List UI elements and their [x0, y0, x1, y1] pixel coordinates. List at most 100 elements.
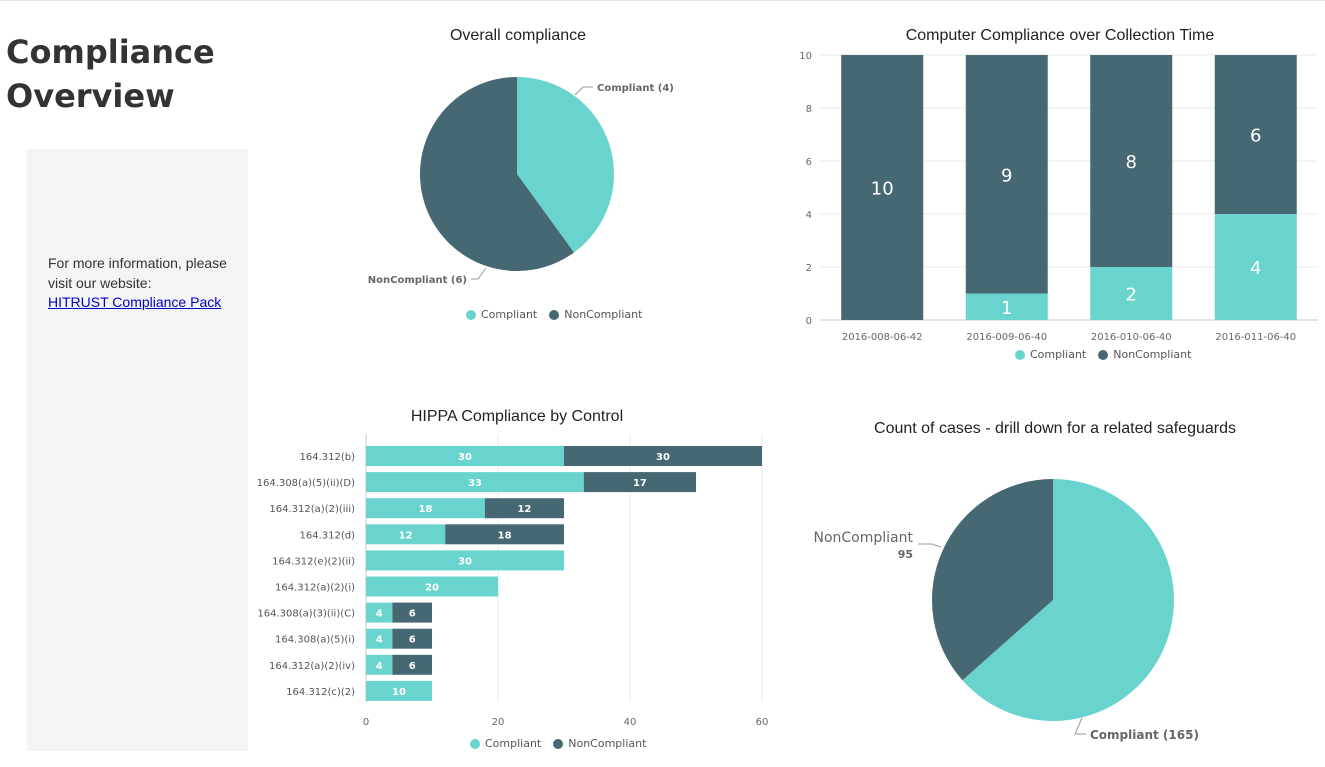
- data-label: 12: [399, 530, 413, 541]
- category-label: 164.312(a)(2)(i): [275, 583, 355, 594]
- data-label: 30: [458, 452, 472, 463]
- x-tick-label: 0: [363, 717, 369, 728]
- bar-noncompliant[interactable]: [583, 472, 696, 493]
- leader-line-noncompliant: [471, 267, 487, 280]
- pie-slice-compliant[interactable]: [517, 77, 614, 253]
- bar-compliant[interactable]: [366, 576, 498, 597]
- info-panel: [27, 149, 248, 751]
- x-tick-label: 2016-008-06-42: [842, 332, 923, 343]
- data-label: 1: [1001, 298, 1012, 319]
- legend-noncompliant[interactable]: NonCompliant: [549, 308, 642, 321]
- bar-compliant[interactable]: [366, 472, 584, 493]
- bar-compliant[interactable]: [366, 654, 393, 675]
- data-label: 30: [656, 452, 670, 463]
- data-label: 6: [409, 609, 416, 620]
- info-text: For more information, please visit our w…: [48, 255, 227, 291]
- bar-noncompliant[interactable]: [392, 602, 432, 623]
- leader-line-compliant: [1074, 717, 1086, 735]
- data-label: 6: [409, 661, 416, 672]
- bar-noncompliant[interactable]: [1214, 55, 1297, 214]
- legend-noncompliant-label: NonCompliant: [564, 308, 643, 321]
- category-label: 164.312(e)(2)(ii): [272, 556, 355, 567]
- x-tick-label: 40: [624, 717, 637, 728]
- y-tick-label: 6: [806, 157, 812, 168]
- bar-compliant[interactable]: [366, 524, 446, 545]
- legend-compliant-label: Compliant: [481, 308, 538, 321]
- data-label: 4: [1250, 258, 1261, 279]
- bar-noncompliant[interactable]: [1090, 55, 1173, 267]
- legend-compliant[interactable]: Compliant: [466, 308, 537, 321]
- bar-compliant[interactable]: [965, 293, 1048, 321]
- legend-compliant[interactable]: Compliant: [470, 737, 541, 750]
- leader-line-compliant: [574, 86, 593, 96]
- overall-chart-title: Overall compliance: [449, 27, 587, 44]
- compliance-over-time-chart[interactable]: 0 2 4 6 8 10 10 2016-008-06-42 1 9 2016-009-06-40 2…: [790, 45, 1325, 350]
- legend-compliant[interactable]: Compliant: [1015, 348, 1086, 361]
- leader-line-noncompliant: [918, 543, 942, 548]
- bar-noncompliant[interactable]: [965, 55, 1048, 294]
- data-label: 4: [376, 661, 383, 672]
- pie-slice-compliant[interactable]: [962, 479, 1174, 721]
- pie-slice-noncompliant[interactable]: [420, 77, 575, 271]
- y-tick-label: 8: [806, 104, 812, 115]
- hippa-legend[interactable]: Compliant NonCompliant: [470, 737, 658, 750]
- category-label: 164.312(c)(2): [286, 687, 355, 698]
- slice-label-compliant: Compliant (4): [597, 83, 674, 94]
- legend-noncompliant-label: NonCompliant: [1113, 348, 1192, 361]
- data-label: 8: [1126, 152, 1137, 173]
- y-tick-label: 10: [799, 51, 812, 62]
- x-tick-label: 2016-011-06-40: [1215, 332, 1296, 343]
- bar-compliant[interactable]: [366, 680, 432, 701]
- over-time-legend[interactable]: Compliant NonCompliant: [1015, 348, 1203, 361]
- category-label: 164.312(a)(2)(iii): [269, 504, 355, 515]
- data-label: 10: [392, 687, 406, 698]
- data-label: 2: [1126, 285, 1137, 306]
- bar-compliant[interactable]: [1214, 214, 1297, 320]
- legend-noncompliant[interactable]: NonCompliant: [1098, 348, 1191, 361]
- data-label: 20: [425, 583, 439, 594]
- data-label: 18: [418, 504, 432, 515]
- bar-compliant[interactable]: [366, 602, 393, 623]
- hippa-compliance-chart[interactable]: 0 20 40 60 164.312(b) 30 30 164.308(a)(5)(ii)(D…: [255, 432, 785, 732]
- data-label: 6: [409, 635, 416, 646]
- hippa-chart-title: HIPPA Compliance by Control: [410, 408, 624, 425]
- category-label: 164.308(a)(5)(i): [275, 635, 355, 646]
- cases-pie[interactable]: NonCompliant 95 Compliant (165): [790, 455, 1325, 755]
- legend-noncompliant-label: NonCompliant: [568, 737, 647, 750]
- slice-label-noncompliant: NonCompliant: [814, 530, 914, 546]
- slice-label-compliant: Compliant (165): [1090, 728, 1199, 742]
- x-tick-label: 60: [756, 717, 769, 728]
- category-label: 164.312(d): [299, 530, 355, 541]
- overall-compliance-pie[interactable]: Compliant (4) NonCompliant (6): [330, 55, 700, 295]
- x-tick-label: 20: [492, 717, 505, 728]
- bar-noncompliant[interactable]: [445, 524, 564, 545]
- bar-compliant[interactable]: [366, 446, 564, 466]
- data-label: 30: [458, 556, 472, 567]
- hitrust-link[interactable]: HITRUST Compliance Pack: [48, 294, 222, 310]
- data-label: 17: [633, 478, 647, 489]
- pie-slice-noncompliant[interactable]: [932, 479, 1053, 681]
- data-label: 9: [1001, 165, 1012, 186]
- bar-noncompliant[interactable]: [484, 498, 564, 519]
- bar-noncompliant[interactable]: [841, 55, 924, 320]
- category-label: 164.308(a)(5)(ii)(D): [257, 478, 355, 489]
- y-tick-label: 4: [806, 210, 812, 221]
- bar-compliant[interactable]: [366, 628, 393, 649]
- bar-compliant[interactable]: [366, 550, 564, 571]
- bar-noncompliant[interactable]: [392, 654, 432, 675]
- bar-noncompliant[interactable]: [392, 628, 432, 649]
- legend-noncompliant[interactable]: NonCompliant: [553, 737, 646, 750]
- slice-value-noncompliant: 95: [898, 548, 913, 561]
- data-label: 18: [498, 530, 512, 541]
- category-label: 164.308(a)(3)(ii)(C): [257, 609, 355, 620]
- bar-compliant[interactable]: [366, 498, 485, 519]
- legend-compliant-label: Compliant: [1030, 348, 1087, 361]
- bar-compliant[interactable]: [1090, 267, 1173, 320]
- bar-noncompliant[interactable]: [564, 446, 762, 466]
- x-tick-label: 2016-009-06-40: [966, 332, 1047, 343]
- y-tick-label: 0: [806, 316, 812, 327]
- top-divider: [0, 0, 1325, 1]
- legend-compliant-label: Compliant: [485, 737, 542, 750]
- data-label: 4: [376, 609, 383, 620]
- overall-legend[interactable]: Compliant NonCompliant: [466, 308, 654, 321]
